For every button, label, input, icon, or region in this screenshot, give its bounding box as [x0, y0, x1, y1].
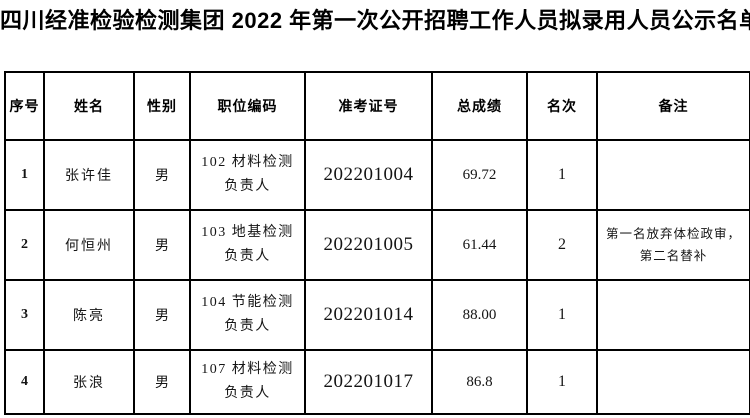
- position-line-2: 负责人: [224, 386, 271, 401]
- table-row: 2 何恒州 男 103 地基检测 负责人 202201005 61.44 2 第…: [4, 209, 750, 281]
- cell-position: 104 节能检测 负责人: [189, 279, 306, 351]
- cell-rank: 2: [526, 209, 598, 281]
- cell-score: 86.8: [431, 349, 528, 415]
- cell-gender: 男: [133, 349, 191, 415]
- col-header-gender: 性别: [133, 71, 191, 141]
- cell-gender: 男: [133, 209, 191, 281]
- cell-position: 107 材料检测 负责人: [189, 349, 306, 415]
- col-header-remark: 备注: [596, 71, 750, 141]
- table-row: 4 张浪 男 107 材料检测 负责人 202201017 86.8 1: [4, 349, 750, 415]
- position-line-2: 负责人: [224, 319, 271, 334]
- roster-table: 序号 姓名 性别 职位编码 准考证号 总成绩 名次 备注 1 张许佳 男 102…: [4, 71, 750, 415]
- cell-remark: 第一名放弃体检政审， 第二名替补: [596, 209, 750, 281]
- col-header-exam-no: 准考证号: [304, 71, 433, 141]
- cell-rank: 1: [526, 349, 598, 415]
- col-header-rank: 名次: [526, 71, 598, 141]
- cell-exam-no: 202201004: [304, 139, 433, 211]
- cell-seq: 2: [4, 209, 45, 281]
- position-line-1: 104 节能检测: [201, 295, 294, 310]
- position-line-1: 103 地基检测: [201, 225, 294, 240]
- cell-exam-no: 202201005: [304, 209, 433, 281]
- col-header-name: 姓名: [43, 71, 135, 141]
- cell-seq: 4: [4, 349, 45, 415]
- cell-rank: 1: [526, 139, 598, 211]
- cell-exam-no: 202201014: [304, 279, 433, 351]
- col-header-seq: 序号: [4, 71, 45, 141]
- cell-name: 张许佳: [43, 139, 135, 211]
- cell-gender: 男: [133, 279, 191, 351]
- remark-line-2: 第二名替补: [639, 249, 708, 263]
- cell-name: 张浪: [43, 349, 135, 415]
- page-title: 四川经准检验检测集团 2022 年第一次公开招聘工作人员拟录用人员公示名单: [0, 8, 750, 33]
- cell-gender: 男: [133, 139, 191, 211]
- position-line-1: 107 材料检测: [201, 362, 294, 377]
- position-line-2: 负责人: [224, 249, 271, 264]
- table-row: 3 陈亮 男 104 节能检测 负责人 202201014 88.00 1: [4, 279, 750, 351]
- cell-score: 88.00: [431, 279, 528, 351]
- cell-exam-no: 202201017: [304, 349, 433, 415]
- remark-line-1: 第一名放弃体检政审，: [605, 227, 741, 241]
- cell-position: 103 地基检测 负责人: [189, 209, 306, 281]
- cell-name: 陈亮: [43, 279, 135, 351]
- cell-remark: [596, 279, 750, 351]
- cell-remark: [596, 349, 750, 415]
- cell-name: 何恒州: [43, 209, 135, 281]
- header-row: 序号 姓名 性别 职位编码 准考证号 总成绩 名次 备注: [4, 71, 750, 141]
- cell-rank: 1: [526, 279, 598, 351]
- cell-seq: 3: [4, 279, 45, 351]
- cell-score: 69.72: [431, 139, 528, 211]
- table-row: 1 张许佳 男 102 材料检测 负责人 202201004 69.72 1: [4, 139, 750, 211]
- col-header-position: 职位编码: [189, 71, 306, 141]
- cell-remark: [596, 139, 750, 211]
- position-line-1: 102 材料检测: [201, 155, 294, 170]
- cell-seq: 1: [4, 139, 45, 211]
- position-line-2: 负责人: [224, 179, 271, 194]
- col-header-score: 总成绩: [431, 71, 528, 141]
- cell-position: 102 材料检测 负责人: [189, 139, 306, 211]
- cell-score: 61.44: [431, 209, 528, 281]
